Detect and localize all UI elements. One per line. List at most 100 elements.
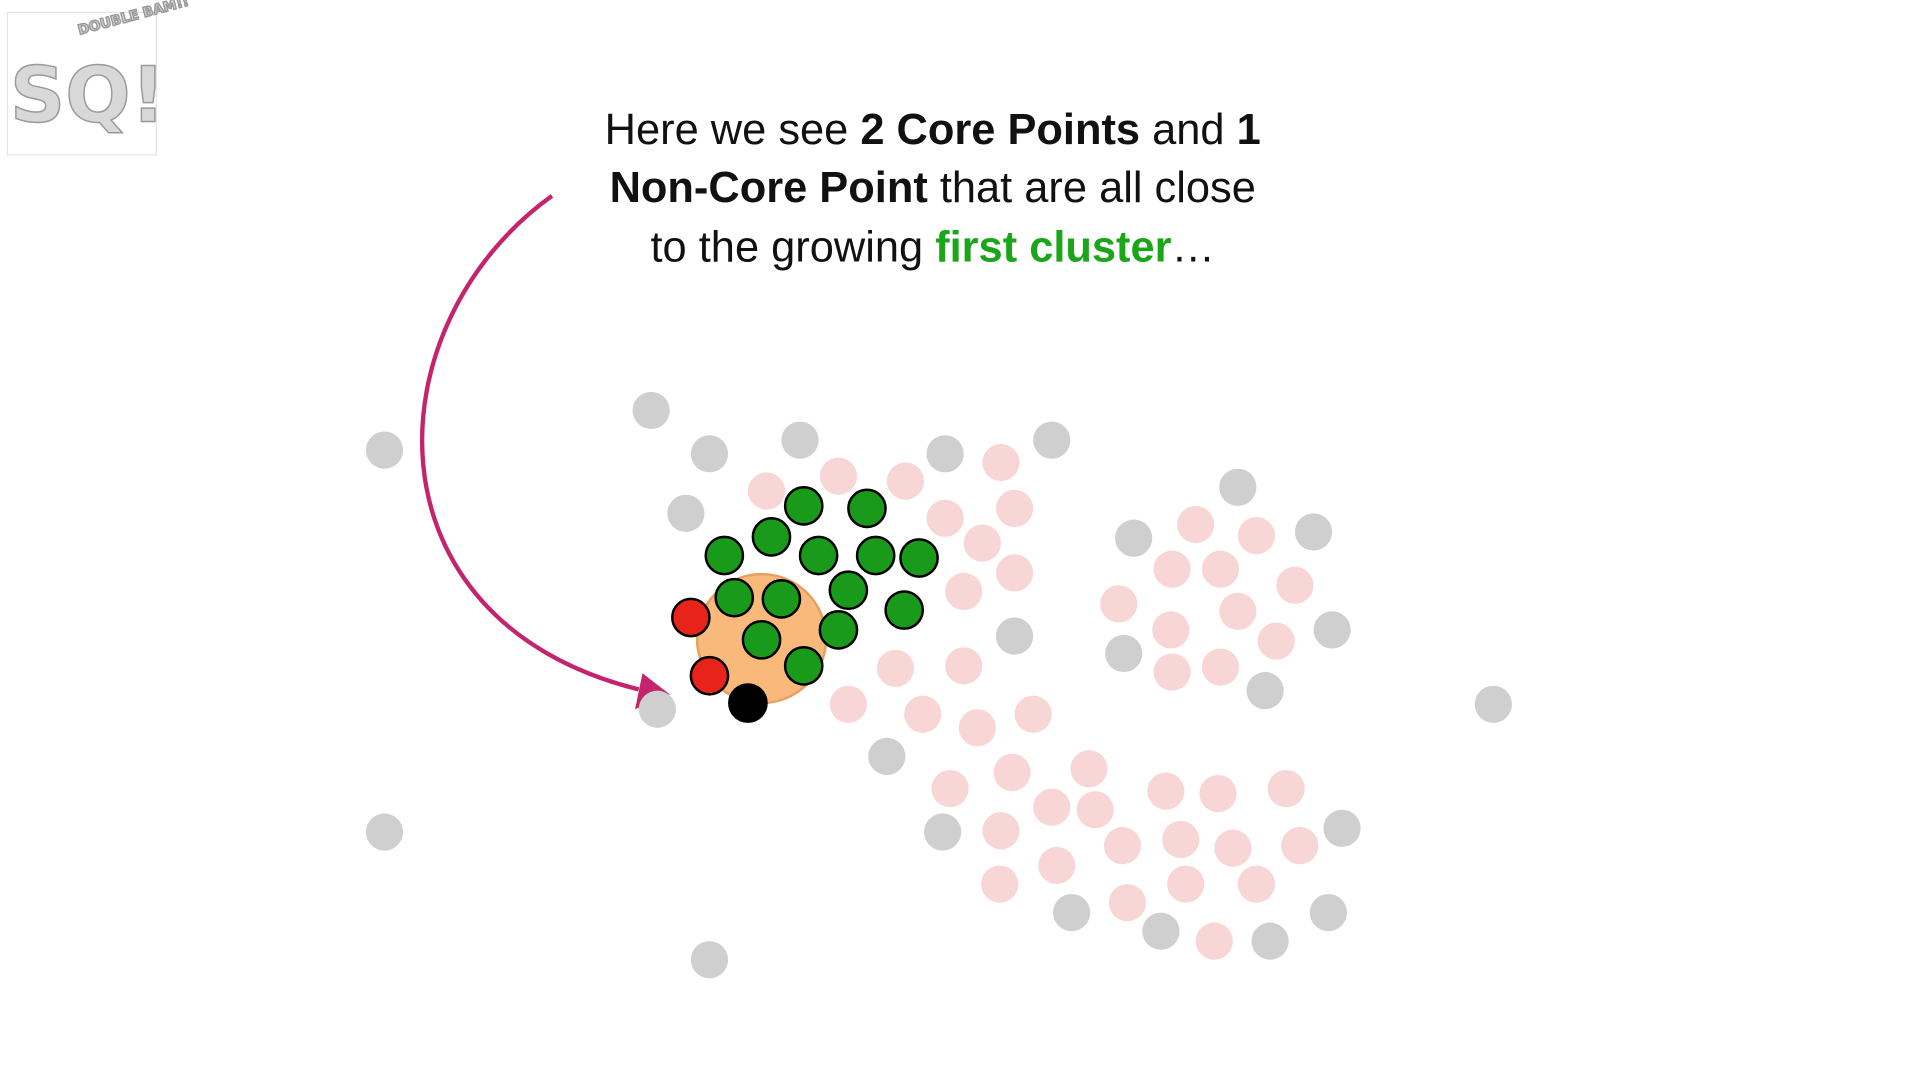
gray-point [1246,672,1284,710]
pink-point [982,443,1020,482]
caption-line: to the growing first cluster… [651,224,1215,272]
pink-point [1195,922,1233,960]
gray-point [365,813,404,851]
cluster-point [828,570,869,611]
pink-point [1257,622,1295,660]
pink-point [1201,648,1240,686]
cluster-point [761,579,802,619]
pink-point [1214,829,1252,867]
caption-bold: Non-Core Point [610,164,928,212]
pink-point [876,649,915,687]
gray-point [1033,421,1071,459]
caption-bold: 2 Core Points [860,106,1140,154]
gray-point [690,941,729,979]
gray-point [690,435,729,473]
caption-text: Here we see [605,106,861,154]
gray-point [1294,513,1333,551]
gray-point [995,617,1034,655]
pink-point [1201,550,1240,588]
pink-point [982,812,1020,850]
gray-point [1115,519,1153,557]
cluster-point [783,646,824,686]
gray-point [781,421,819,459]
pink-point [1152,611,1190,649]
gray-point [365,431,404,469]
pink-point [819,457,858,495]
gray-point [1053,894,1091,932]
pink-point [1177,505,1215,544]
pink-point [1038,846,1076,885]
gray-point [1323,809,1361,847]
cluster-point [798,535,839,576]
pink-point [1162,820,1200,859]
gray-point [1105,634,1143,673]
pink-point [993,753,1031,792]
gray-point [632,391,670,430]
logo: SQ! DOUBLE BAM!! [6,0,191,156]
pink-point [904,695,942,733]
cluster-point [899,538,939,578]
pink-point [1267,770,1305,808]
pink-point [945,572,983,611]
logo-mark: SQ! [10,52,166,141]
non-core-point [728,683,768,723]
caption-text: to the growing [651,224,936,272]
pink-point [931,770,969,808]
points [365,391,1512,979]
pink-point [945,647,983,685]
core-point [689,655,730,696]
caption-text: and [1140,106,1237,154]
pink-point [1237,865,1276,903]
pink-point [981,865,1019,903]
cluster-point [884,590,925,630]
core-point [671,597,711,638]
pink-point [1100,585,1138,623]
pink-point [926,499,964,537]
pink-point [1070,750,1108,788]
gray-point [667,494,705,532]
cluster-point [783,486,824,526]
pink-point [1281,827,1319,865]
cluster-point [855,535,896,576]
pink-point [958,709,996,747]
pink-point [1108,884,1147,922]
pink-point [1199,774,1237,813]
pink-point [1153,653,1191,691]
gray-point [1313,611,1351,649]
caption-highlight: first cluster [935,224,1171,272]
pink-point [1153,550,1191,588]
pink-point [747,472,786,510]
caption-line: Here we see 2 Core Points and 1 [605,106,1261,154]
caption-line: Non-Core Point that are all close [610,164,1256,212]
pink-point [1014,695,1052,733]
pink-point [1167,865,1205,903]
caption-text: that are all close [928,164,1256,212]
cluster-point [714,577,755,618]
caption-text: … [1172,224,1215,272]
pink-point [963,524,1001,562]
gray-point [1309,894,1347,932]
pink-point [886,462,925,500]
cluster-point [741,619,782,660]
gray-point [1474,685,1512,723]
cluster-point [818,610,859,650]
logo-frame [6,11,157,156]
pink-point [1076,791,1114,829]
pink-point [995,489,1034,527]
gray-point [926,435,964,473]
pink-point [995,554,1034,592]
gray-point [1251,922,1289,960]
gray-point [1142,912,1180,950]
pink-point [1219,592,1257,630]
caption: Here we see 2 Core Points and 1 Non-Core… [605,106,1261,272]
arrow [420,194,640,692]
caption-bold: 1 [1237,106,1261,154]
pink-point [1033,788,1071,826]
pink-point [1103,827,1142,865]
gray-point [924,813,962,851]
pink-point [1276,566,1314,604]
logo-tagline: DOUBLE BAM!! [76,0,190,39]
cluster-point [704,535,745,576]
